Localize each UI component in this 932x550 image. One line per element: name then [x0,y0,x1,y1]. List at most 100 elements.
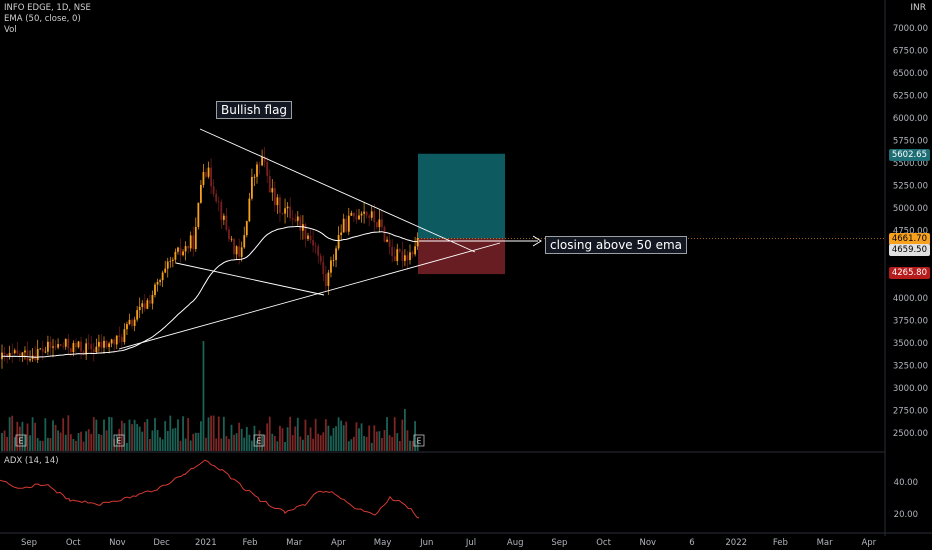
volume-bar [110,417,113,451]
volume-bar [156,430,159,451]
candle-body [49,341,52,348]
volume-bar [238,422,241,451]
candle-body [72,343,75,353]
candle-body [396,249,399,261]
y-tick-label: 4750.00 [893,227,928,237]
candle-body [312,240,314,246]
candle-body [228,229,230,240]
candle-body [291,217,294,220]
volume-bar [307,435,309,451]
volume-bar [72,439,75,451]
volume-bar [414,421,416,451]
volume-bar [159,437,161,451]
candle-body [340,232,343,236]
candle-body [391,246,394,257]
candle-body [222,215,225,220]
x-tick-label: 2022 [725,538,747,548]
x-tick-label: Apr [861,538,876,548]
volume-bar [381,438,383,451]
volume-bar [39,440,42,451]
symbol-line[interactable]: INFO EDGE, 1D, NSE [4,3,91,13]
candle-body [138,306,141,311]
volume-bar [378,431,381,451]
candle-body [21,352,24,357]
candle-body [128,319,131,325]
x-tick-label: Sep [551,538,567,548]
volume-bar [44,418,47,451]
volume-bar [131,424,133,451]
volume-bar [49,437,52,451]
lower-trendline [118,242,501,350]
candle-body [154,284,156,295]
volume-bar [309,427,312,451]
candle-body [388,239,391,247]
x-tick-label: Feb [242,538,257,548]
volume-bar [319,435,322,451]
volume-bar [411,440,414,451]
closing-above-ema-label[interactable]: closing above 50 ema [545,236,688,254]
candle-body [363,211,365,214]
earnings-badge-label: E [19,437,24,446]
x-tick-label: Oct [596,538,611,548]
volume-bar [299,436,302,451]
volume-bar [268,416,271,451]
candle-body [126,324,128,330]
candle-body [90,344,93,350]
upper-trendline [199,128,476,253]
candle-body [52,346,54,348]
candle-body [314,245,317,247]
candle-body [13,350,16,354]
candle-body [29,359,31,361]
candle-body [370,211,373,218]
candle-body [192,235,195,250]
candle-body [210,167,212,187]
volume-bar [340,420,343,451]
candle-body [207,167,210,177]
volume-bar [166,430,169,451]
candle-body [350,212,353,216]
volume-bar [90,433,93,451]
arrow-head [532,235,542,247]
volume-bar [212,415,215,451]
candle-body [143,303,146,309]
candle-body [294,219,297,221]
earnings-badge [113,434,125,447]
volume-bar [368,425,371,451]
volume-bar [281,428,284,451]
volume-bar [398,440,401,451]
candle-body [337,235,340,249]
volume-bar [217,416,220,451]
volume-bar [1,432,3,451]
volume-bar [322,432,325,451]
candle-body [324,273,327,286]
candle-body [327,272,330,286]
volume-bar [69,434,72,451]
volume-bar [54,424,57,451]
adx-label[interactable]: ADX (14, 14) [4,456,59,466]
candle-body [200,184,202,203]
volume-bar [87,429,90,451]
volume-bar [363,436,365,451]
candle-body [409,252,411,261]
candle-body [115,335,118,345]
ema-line[interactable]: EMA (50, close, 0) [4,14,81,24]
x-tick-label: Feb [773,538,788,548]
candle-body [41,348,44,352]
x-tick-label: 6 [689,538,694,548]
volume-bar [26,423,29,451]
candle-body [258,164,261,166]
volume-bar [286,427,289,451]
vol-line[interactable]: Vol [4,25,17,35]
bullish-flag-label[interactable]: Bullish flag [216,101,293,119]
volume-bar [194,432,197,451]
candle-body [98,341,100,347]
volume-bar [279,425,281,451]
candle-body [335,248,337,261]
candle-body [381,219,383,228]
volume-bar [370,442,373,451]
candle-body [393,256,396,261]
adx-tick-label: 20.00 [894,510,918,520]
x-tick-label: Jul [465,538,476,548]
